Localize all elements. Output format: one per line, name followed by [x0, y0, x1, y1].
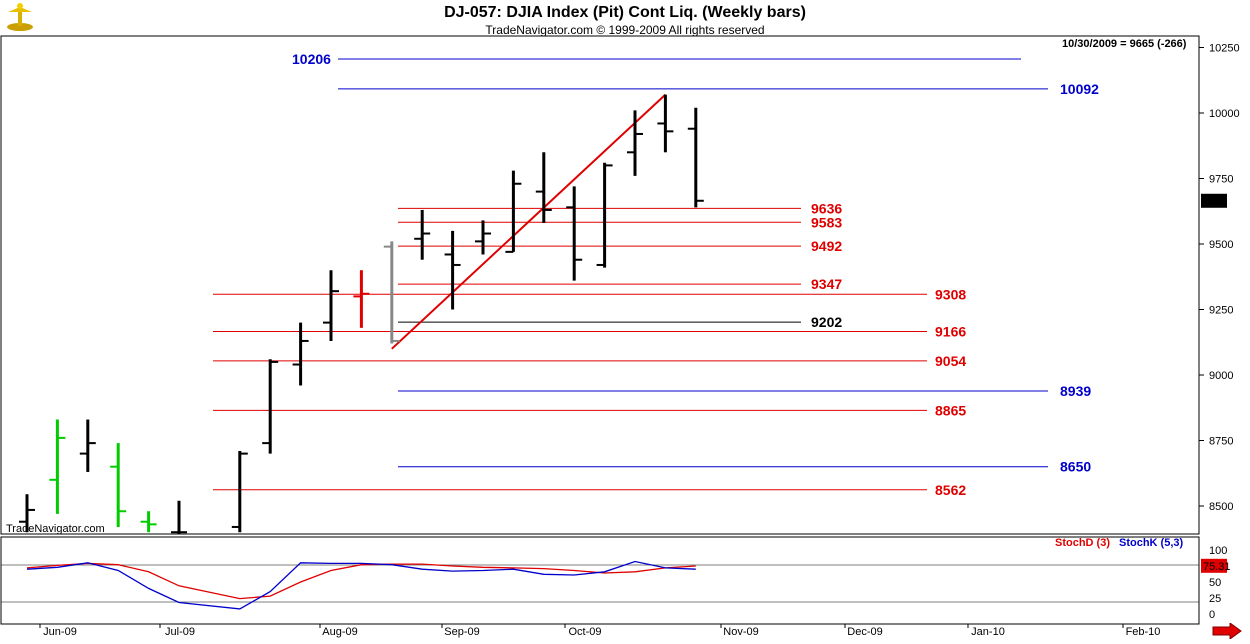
stoch-tick-label: 25: [1209, 593, 1221, 605]
stochk-legend: StochK (5,3): [1119, 537, 1184, 549]
trendline-segment: [391, 93, 667, 350]
last-price-box: [1201, 193, 1227, 208]
price-tick-label: 10250: [1209, 43, 1240, 55]
stoch-tick-label: 100: [1209, 545, 1227, 557]
level-label: 9583: [811, 214, 842, 230]
last-price-info: 10/30/2009 = 9665 (-266): [1062, 38, 1187, 50]
level-label: 9492: [811, 238, 842, 254]
month-label: Jan-10: [971, 626, 1005, 638]
price-bars: [19, 94, 704, 534]
watermark-text: TradeNavigator.com: [6, 523, 105, 535]
month-label: Oct-09: [568, 626, 601, 638]
stoch-axis: 100755025075.31: [1201, 545, 1231, 621]
chart-subtitle: TradeNavigator.com © 1999-2009 All right…: [485, 23, 765, 37]
stochastic-lines: [26, 560, 696, 610]
tradenavigator-logo-icon: [4, 2, 36, 37]
price-panel-frame: [0, 35, 1200, 535]
month-label: Jul-09: [165, 626, 195, 638]
chart-title: DJ-057: DJIA Index (Pit) Cont Liq. (Week…: [444, 4, 806, 21]
level-label: 10206: [292, 51, 331, 67]
stoch-last-label: 75.31: [1203, 561, 1231, 573]
level-label: 10092: [1060, 81, 1099, 97]
stoch-tick-label: 50: [1209, 577, 1221, 589]
level-label: 8562: [935, 482, 966, 498]
price-tick-label: 8750: [1209, 436, 1233, 448]
price-axis: 10250 10000 9750 9500 9250 9000 8750 8500 9665: [1199, 43, 1240, 513]
level-label: 8865: [935, 402, 966, 418]
last-price-label: 9665: [1203, 196, 1227, 208]
month-label: Feb-10: [1126, 626, 1161, 638]
price-tick-label: 9000: [1209, 370, 1233, 382]
month-label: Aug-09: [322, 626, 357, 638]
stoch-line: [26, 560, 696, 610]
month-axis: Jun-09 Jul-09 Aug-09 Sep-09 Oct-09 Nov-09 Dec-…: [39, 624, 1161, 638]
month-label: Dec-09: [847, 626, 882, 638]
month-label: Sep-09: [444, 626, 479, 638]
level-label: 9347: [811, 276, 842, 292]
price-tick-label: 9750: [1209, 174, 1233, 186]
stochd-legend: StochD (3): [1055, 537, 1110, 549]
level-label: 9308: [935, 286, 966, 302]
stoch-line: [26, 562, 696, 600]
stoch-tick-label: 0: [1209, 609, 1215, 621]
level-label: 9636: [811, 200, 842, 216]
price-tick-label: 10000: [1209, 108, 1240, 120]
price-tick-label: 9250: [1209, 305, 1233, 317]
level-label: 8650: [1060, 459, 1091, 475]
level-label: 9202: [811, 314, 842, 330]
trendline: [391, 93, 667, 350]
price-tick-label: 8500: [1209, 501, 1233, 513]
scroll-right-arrow-icon[interactable]: [1212, 622, 1242, 644]
level-label: 9166: [935, 324, 966, 340]
stoch-panel-frame: [0, 536, 1200, 625]
level-label: 8939: [1060, 383, 1091, 399]
month-label: Jun-09: [43, 626, 77, 638]
level-label: 9054: [935, 353, 966, 369]
price-tick-label: 9500: [1209, 239, 1233, 251]
stoch-last-box: [1201, 558, 1227, 573]
month-label: Nov-09: [723, 626, 758, 638]
